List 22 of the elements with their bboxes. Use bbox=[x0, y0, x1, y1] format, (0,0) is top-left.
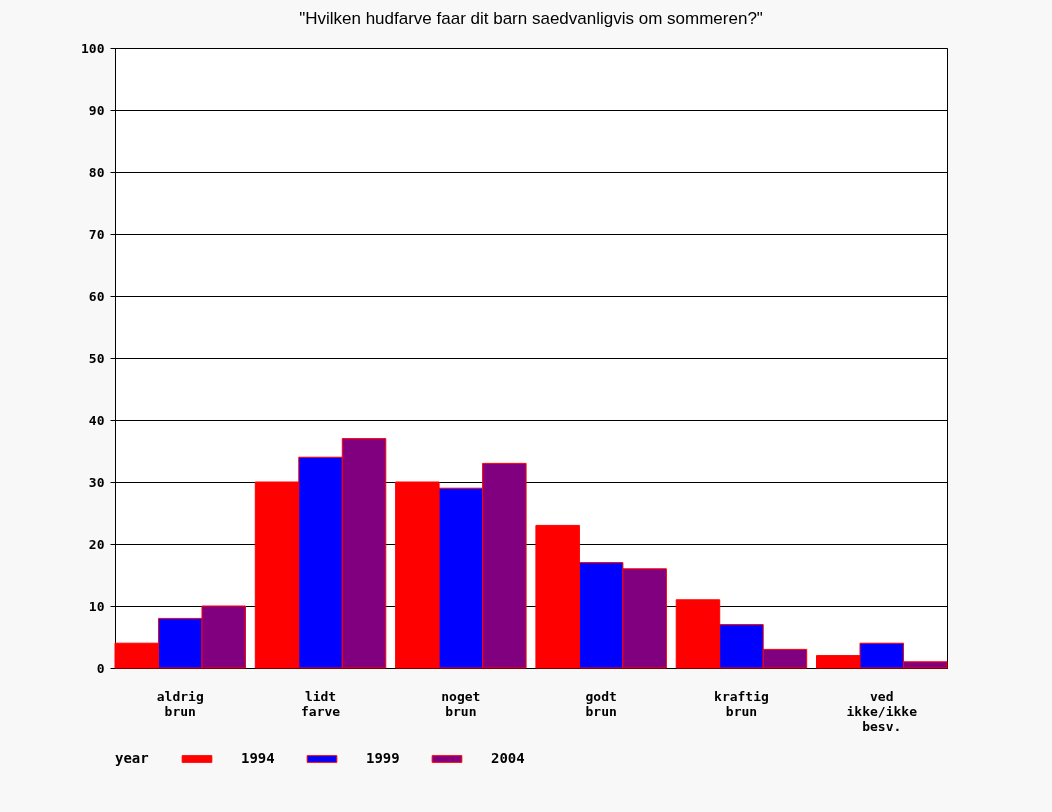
y-tick-label: 0 bbox=[96, 660, 105, 676]
y-tick-label: 60 bbox=[88, 288, 105, 304]
x-tick-label: godt brun bbox=[585, 688, 617, 719]
chart-title: "Hvilken hudfarve faar dit barn saedvanligvis om sommeren?" bbox=[299, 9, 763, 28]
y-tick-label: 70 bbox=[88, 226, 105, 242]
x-tick-label: aldrig brun bbox=[156, 688, 204, 719]
y-tick-label: 100 bbox=[81, 40, 105, 56]
y-tick-label: 20 bbox=[88, 536, 105, 552]
y-tick-label: 10 bbox=[88, 598, 105, 614]
y-tick-label: 90 bbox=[88, 102, 105, 118]
y-tick-label: 80 bbox=[88, 164, 105, 180]
y-tick-label: 30 bbox=[88, 474, 105, 490]
y-tick-label: 50 bbox=[88, 350, 105, 366]
legend-title: year bbox=[115, 750, 149, 766]
x-tick-label: kraftig brun bbox=[714, 688, 769, 719]
x-tick-label: ved ikke/ikke besv. bbox=[846, 688, 918, 734]
y-tick-label: 40 bbox=[88, 412, 105, 428]
legend-label: 1994 bbox=[241, 750, 275, 766]
legend-label: 2004 bbox=[491, 750, 525, 766]
x-tick-label: lidt farve bbox=[300, 688, 341, 719]
legend-label: 1999 bbox=[366, 750, 400, 766]
x-tick-label: noget brun bbox=[441, 688, 481, 719]
